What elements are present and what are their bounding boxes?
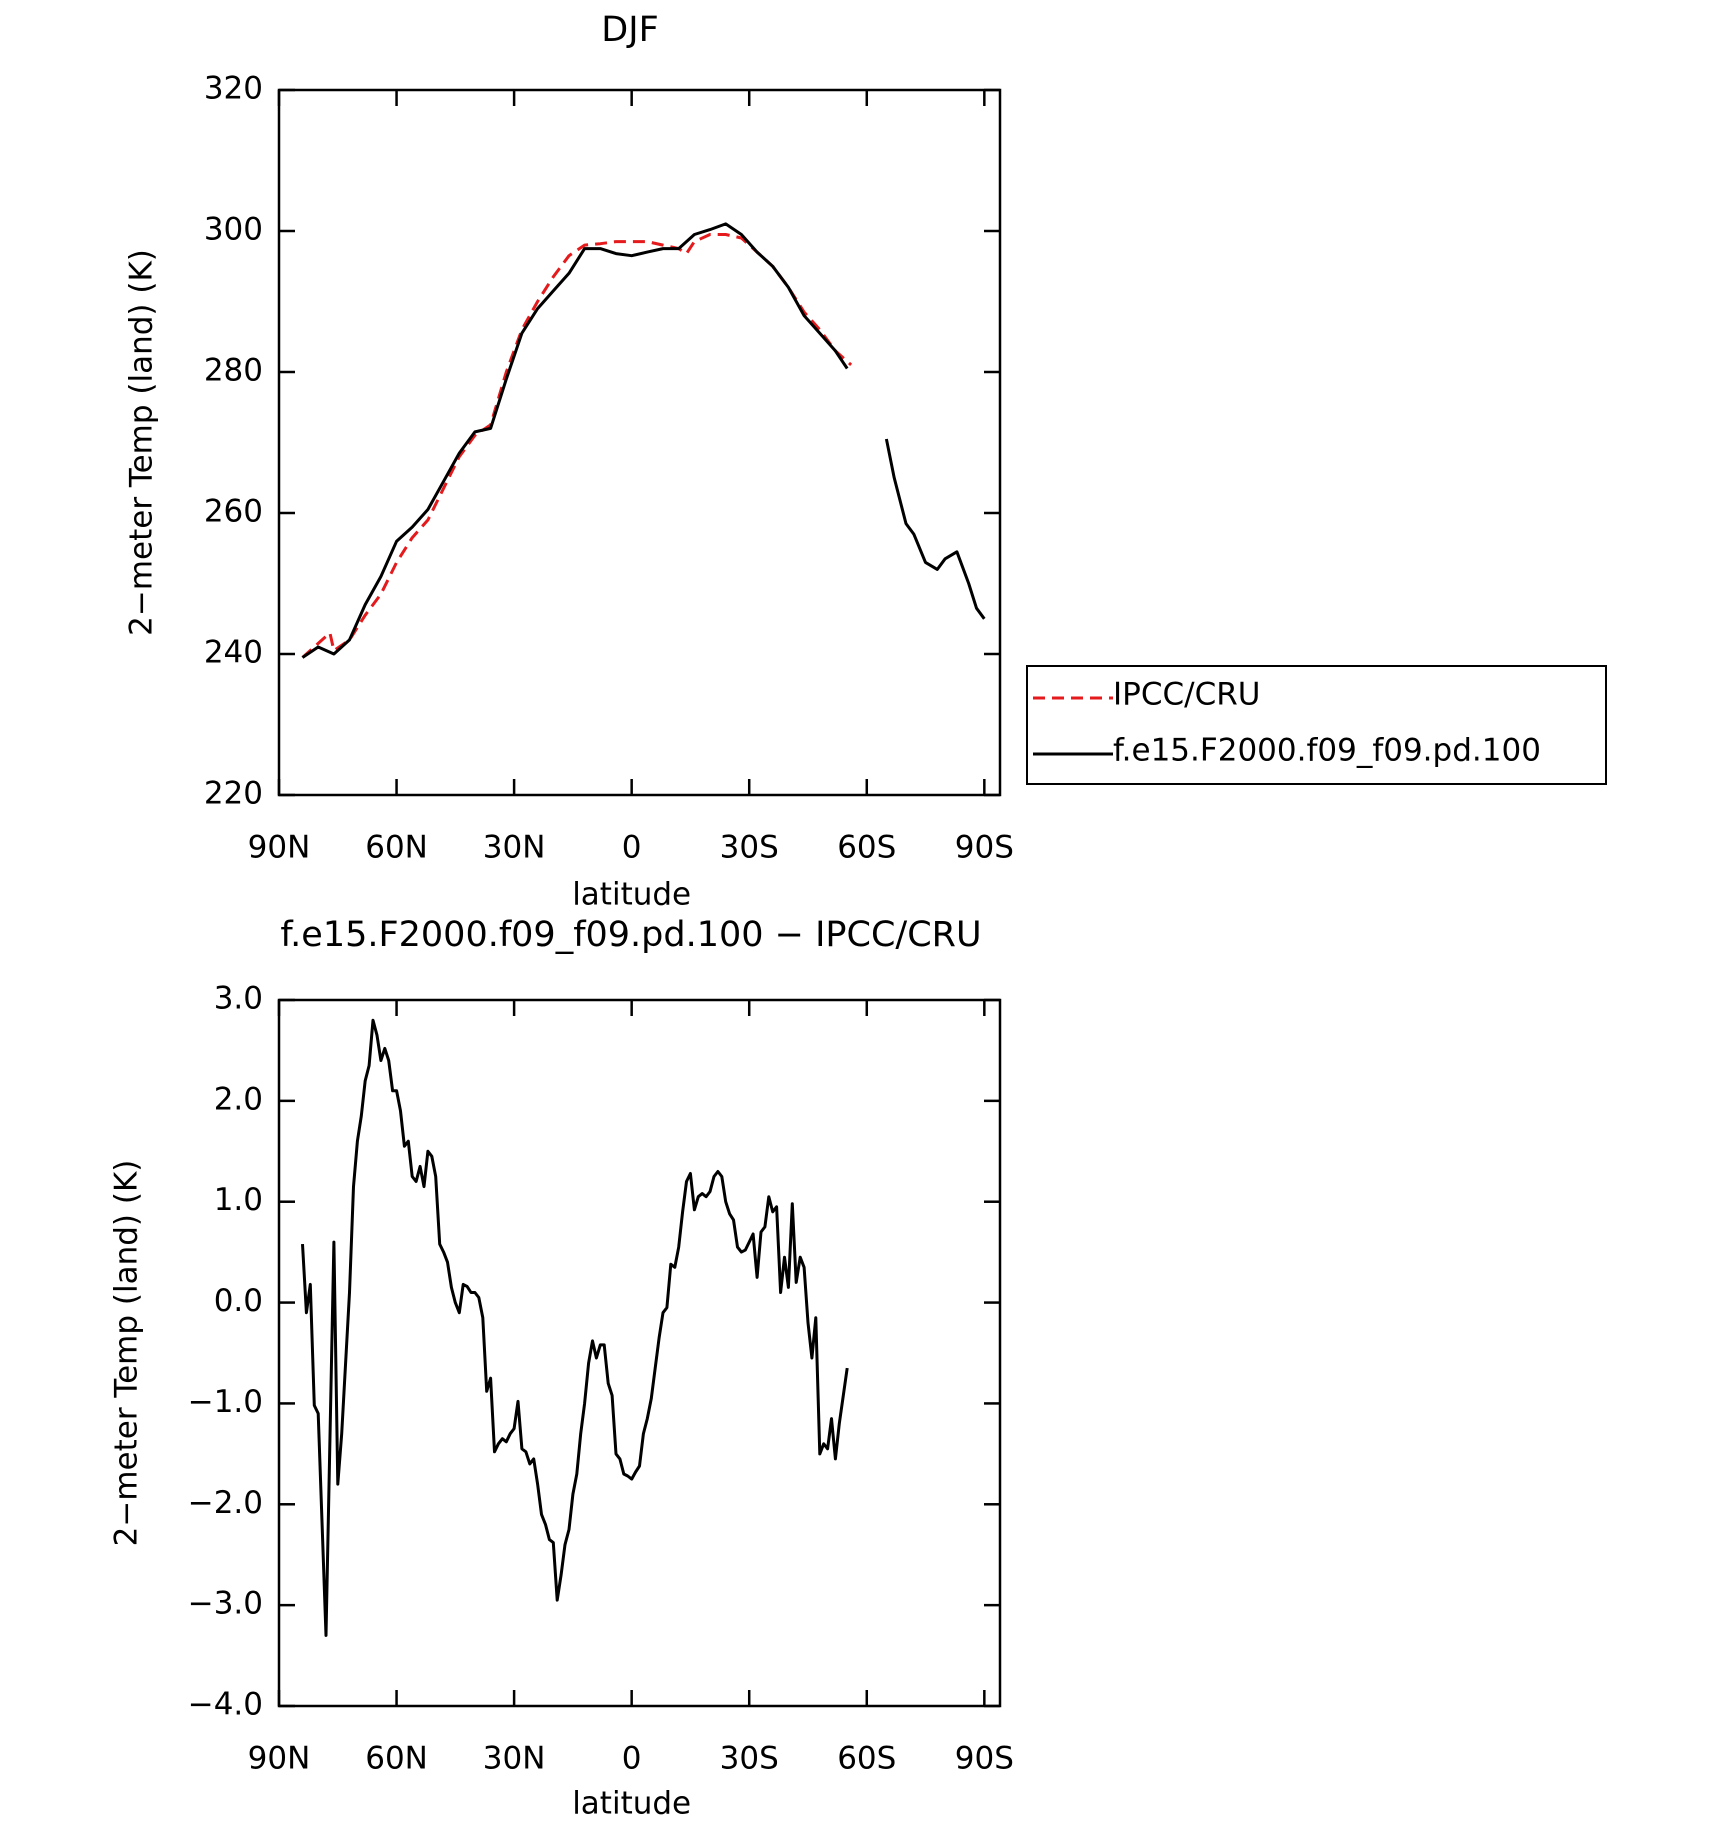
y-tick-label: 3.0 (214, 981, 263, 1017)
x-axis-label: latitude (572, 877, 691, 913)
y-tick-label: 300 (204, 212, 263, 248)
x-tick-label: 90S (955, 1741, 1014, 1777)
chart-title: f.e15.F2000.f09_f09.pd.100 − IPCC/CRU (280, 915, 981, 955)
y-tick-label: −4.0 (188, 1687, 263, 1723)
x-tick-label: 90N (248, 1741, 311, 1777)
data-line (301, 1018, 849, 1637)
x-tick-label: 60N (365, 1741, 428, 1777)
plot-frame (277, 88, 1002, 797)
x-tick-label: 90N (248, 830, 311, 866)
plot-frame (277, 998, 1002, 1708)
data-line (301, 222, 986, 659)
y-tick-label: 2.0 (214, 1081, 263, 1117)
chart-title: DJF (601, 10, 658, 50)
y-tick-label: 260 (204, 494, 263, 530)
x-tick-label: 30N (483, 1741, 546, 1777)
x-tick-label: 60S (837, 1741, 896, 1777)
x-tick-label: 0 (622, 830, 642, 866)
legend-label: IPCC/CRU (1113, 677, 1260, 713)
y-tick-label: 320 (204, 71, 263, 107)
x-tick-label: 30N (483, 830, 546, 866)
y-tick-label: 220 (204, 776, 263, 812)
y-axis-label: 2−meter Temp (land) (K) (109, 1160, 145, 1547)
x-tick-label: 60N (365, 830, 428, 866)
y-tick-label: −1.0 (188, 1384, 263, 1420)
y-tick-label: 240 (204, 635, 263, 671)
x-tick-label: 30S (720, 830, 779, 866)
y-axis-label: 2−meter Temp (land) (K) (124, 249, 160, 636)
data-line (301, 233, 853, 659)
y-tick-label: 1.0 (214, 1182, 263, 1218)
x-tick-label: 90S (955, 830, 1014, 866)
y-tick-label: 0.0 (214, 1283, 263, 1319)
y-tick-label: −3.0 (188, 1586, 263, 1622)
x-tick-label: 60S (837, 830, 896, 866)
x-axis-label: latitude (572, 1786, 691, 1822)
legend-box (1026, 665, 1607, 785)
y-tick-label: 280 (204, 353, 263, 389)
y-tick-label: −2.0 (188, 1485, 263, 1521)
x-tick-label: 30S (720, 1741, 779, 1777)
x-tick-label: 0 (622, 1741, 642, 1777)
legend-label: f.e15.F2000.f09_f09.pd.100 (1113, 733, 1541, 769)
